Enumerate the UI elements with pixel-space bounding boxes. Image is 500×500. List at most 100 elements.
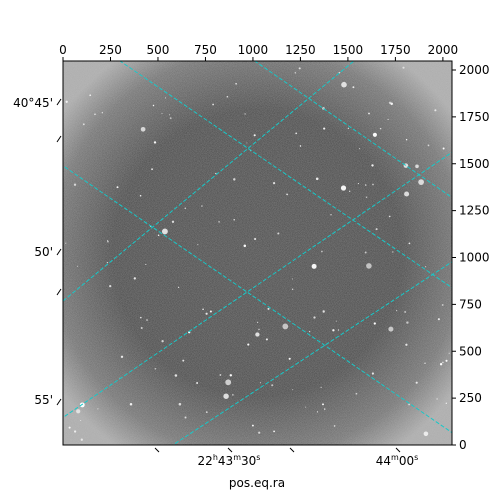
- star: [347, 127, 349, 129]
- y-tick-label: 0: [459, 438, 467, 452]
- x-tick-label: 0: [59, 43, 67, 57]
- star: [448, 352, 450, 354]
- star: [272, 181, 276, 185]
- star: [352, 86, 355, 89]
- star: [436, 398, 438, 400]
- star: [372, 132, 377, 137]
- star: [76, 265, 79, 267]
- sky-image: [63, 61, 452, 445]
- star: [373, 322, 376, 325]
- star: [405, 139, 408, 141]
- y-tick-label: 750: [459, 297, 482, 311]
- star: [267, 307, 270, 310]
- star: [442, 361, 444, 364]
- star: [395, 309, 398, 312]
- star: [251, 424, 254, 427]
- star: [177, 286, 180, 289]
- star: [161, 340, 164, 343]
- star: [202, 308, 204, 311]
- dec-tick-mark: [56, 288, 62, 296]
- ra-tick-mark: [227, 447, 233, 453]
- y-tick-label: 2000: [459, 63, 490, 77]
- dec-tick-label: 40°45': [13, 96, 53, 110]
- star: [226, 95, 229, 98]
- y-pixel-ticks: 0 250 500 750 1000 1250 1500 1750 2000: [452, 63, 490, 452]
- star: [254, 237, 257, 241]
- star: [139, 316, 142, 319]
- grid-line: [171, 261, 452, 445]
- x-axis-label: pos.eq.ra: [229, 476, 285, 490]
- star: [273, 430, 276, 433]
- star: [164, 97, 167, 99]
- star: [65, 100, 68, 103]
- dec-tick-mark: [56, 248, 62, 256]
- coordinate-grid: [63, 61, 452, 445]
- star: [174, 374, 178, 377]
- star: [427, 144, 430, 147]
- star: [223, 393, 229, 399]
- dec-ticks: 40°45' 50' 55': [13, 96, 62, 407]
- star: [256, 321, 259, 324]
- star: [107, 240, 109, 243]
- star: [437, 318, 440, 321]
- star: [295, 132, 298, 135]
- star: [265, 338, 268, 341]
- star: [244, 113, 246, 115]
- star: [445, 402, 447, 404]
- star: [161, 113, 163, 114]
- x-pixel-ticks: 0 250 500 750 1000 1250 1500 1750 2000: [59, 43, 458, 61]
- star: [341, 81, 347, 88]
- star: [445, 359, 448, 362]
- star: [97, 408, 99, 410]
- star: [140, 126, 146, 132]
- ra-tick-mark: [289, 447, 295, 453]
- star: [359, 148, 361, 150]
- star: [294, 72, 297, 74]
- star: [151, 168, 154, 171]
- star: [129, 403, 133, 406]
- star: [332, 329, 335, 332]
- star: [415, 164, 419, 169]
- star: [120, 355, 124, 358]
- star: [415, 381, 418, 384]
- dec-tick-label: 50': [34, 245, 53, 259]
- star: [161, 228, 168, 235]
- star: [392, 251, 394, 253]
- plot-frame: [62, 60, 453, 446]
- star: [404, 191, 410, 197]
- x-tick-label: 250: [99, 43, 122, 57]
- star: [109, 284, 112, 288]
- star: [153, 141, 157, 144]
- y-tick-label: 500: [459, 344, 482, 358]
- star: [333, 425, 336, 427]
- x-tick-label: 1000: [238, 43, 269, 57]
- star: [372, 183, 374, 186]
- star: [423, 431, 429, 437]
- y-tick-label: 1000: [459, 251, 490, 265]
- star: [404, 311, 406, 313]
- star: [89, 94, 92, 97]
- star: [371, 164, 374, 167]
- star: [441, 304, 444, 306]
- star: [233, 178, 236, 181]
- star: [313, 316, 316, 319]
- star: [116, 186, 119, 189]
- grid-line: [63, 61, 355, 302]
- ra-tick-mark: [395, 447, 401, 453]
- star: [365, 196, 368, 199]
- star: [308, 330, 311, 333]
- dec-tick-mark: [56, 135, 62, 143]
- star: [305, 406, 307, 408]
- star: [291, 278, 293, 280]
- star: [299, 145, 302, 147]
- grid-line: [63, 151, 452, 419]
- star: [368, 112, 370, 115]
- star: [246, 142, 248, 144]
- dec-tick-mark: [56, 398, 62, 406]
- star: [258, 431, 261, 434]
- star: [106, 261, 109, 264]
- star: [282, 323, 289, 330]
- dec-tick-mark: [56, 98, 62, 106]
- grid-line: [119, 61, 452, 289]
